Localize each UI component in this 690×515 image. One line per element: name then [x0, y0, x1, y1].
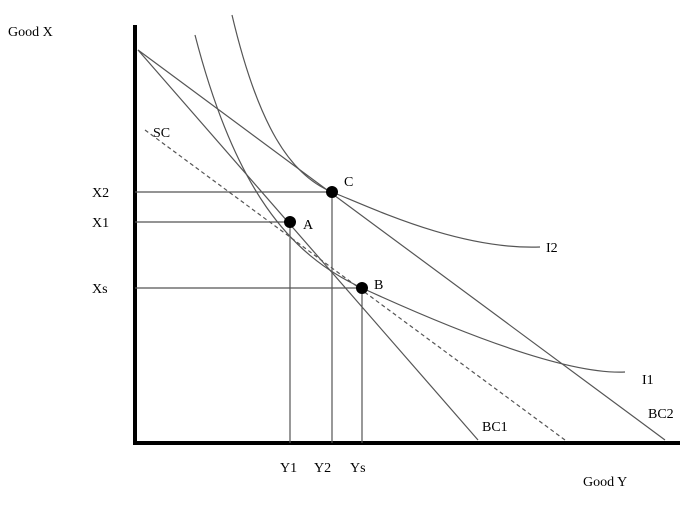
axis-label: Good X [8, 25, 53, 40]
line-label: BC2 [648, 407, 674, 422]
tick-label: Y1 [280, 461, 297, 476]
tick-label: Ys [350, 461, 366, 476]
tick-label: Y2 [314, 461, 331, 476]
point [284, 216, 296, 228]
curve-label: I1 [642, 373, 654, 388]
point-label: A [303, 218, 314, 233]
budget-line [137, 49, 666, 441]
budget-line [137, 49, 479, 441]
tick-label: X1 [92, 216, 109, 231]
tick-label: X2 [92, 186, 109, 201]
axis-label: Good Y [583, 475, 627, 490]
curve-label: I2 [546, 241, 558, 256]
line-label: BC1 [482, 420, 508, 435]
point-label: B [374, 278, 383, 293]
point [356, 282, 368, 294]
point [326, 186, 338, 198]
line-label: SC [153, 126, 170, 141]
point-label: C [344, 175, 353, 190]
tick-label: Xs [92, 282, 108, 297]
